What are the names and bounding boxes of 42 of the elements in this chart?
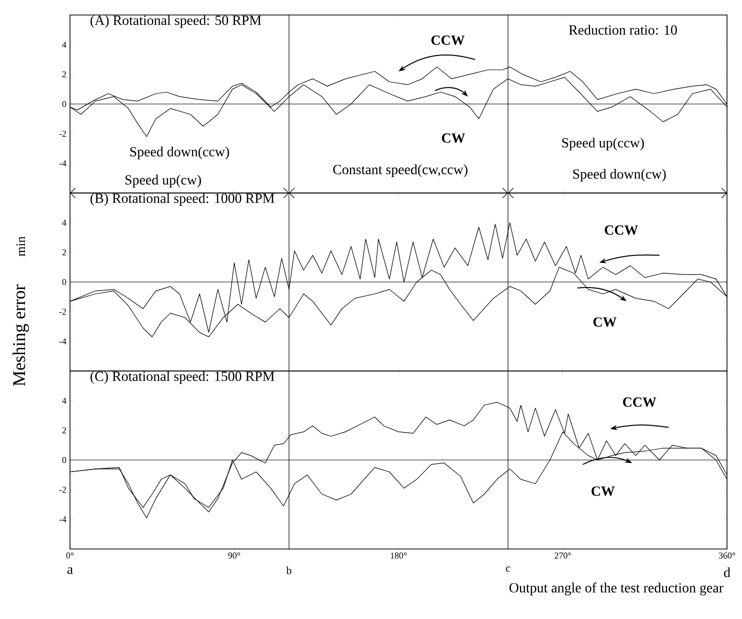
annotation: Speed down(cw)	[573, 168, 666, 182]
series-label: CW	[593, 317, 617, 327]
ref-line-label: c	[506, 566, 510, 572]
y-tick-label: -2	[59, 486, 66, 493]
x-axis-title: Output angle of the test reduction gear	[509, 582, 724, 596]
y-axis-title: min	[16, 236, 26, 256]
text: d	[724, 567, 730, 578]
y-axis-title: Meshing error	[12, 284, 29, 386]
y-tick-label: -4	[59, 516, 66, 522]
x-tick-label: 360°	[718, 552, 736, 559]
y-tick-label: -2	[59, 130, 66, 137]
chart-title: (B) Rotational speed: 1000 RPM	[90, 193, 274, 206]
text: a	[67, 567, 73, 574]
y-tick-label: 2	[62, 249, 66, 256]
chart-title: (A) Rotational speed: 50 RPM	[90, 15, 262, 28]
y-tick-label: 2	[62, 71, 66, 78]
y-tick-label: 4	[62, 220, 66, 226]
series-label: CW	[592, 486, 615, 496]
x-tick-label: 0°	[66, 552, 74, 559]
x-tick-label: 90°	[228, 552, 240, 559]
x-tick-label: 180°	[390, 552, 407, 559]
y-tick-label: -4	[59, 338, 66, 344]
annotation: Speed up(ccw)	[562, 138, 644, 150]
annotation: Constant speed(cw,ccw)	[333, 164, 468, 178]
text: CCW	[604, 225, 638, 235]
ref-line-label: b	[286, 566, 292, 574]
annotation: Speed up(cw)	[125, 174, 201, 188]
chart-title: (C) Rotational speed: 1500 RPM	[90, 371, 274, 384]
series-label: CW	[442, 133, 466, 143]
series-label: CCW	[431, 35, 465, 45]
y-tick-label: -4	[59, 160, 66, 166]
y-tick-label: 4	[62, 42, 66, 48]
y-tick-label: -2	[59, 308, 66, 315]
annotation: Speed down(ccw)	[130, 146, 230, 160]
y-tick-label: 0	[62, 456, 66, 464]
x-tick-label: 270°	[554, 552, 571, 559]
y-tick-label: 2	[62, 427, 66, 434]
y-tick-label: 0	[62, 100, 66, 108]
annotation: Reduction ratio: 10	[568, 24, 677, 35]
y-tick-label: 0	[62, 278, 66, 286]
text: CCW	[623, 397, 656, 407]
y-tick-label: 4	[62, 398, 66, 404]
